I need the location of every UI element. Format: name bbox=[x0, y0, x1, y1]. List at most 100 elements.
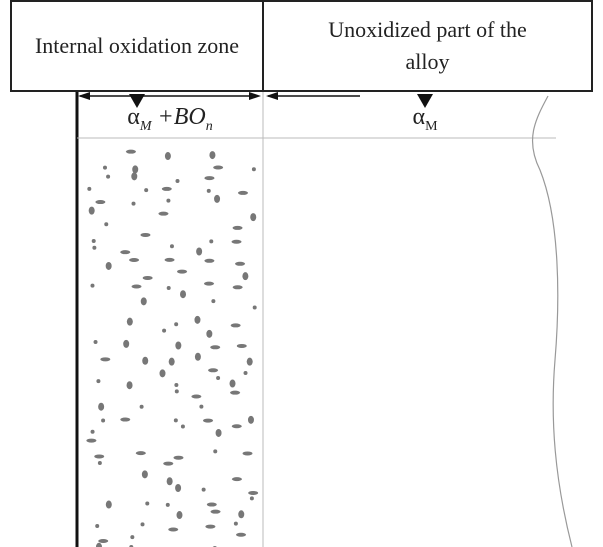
precipitate bbox=[129, 544, 134, 547]
precipitate bbox=[131, 201, 136, 206]
precipitate bbox=[98, 538, 109, 543]
precipitate bbox=[92, 245, 97, 250]
precipitate bbox=[180, 424, 185, 429]
precipitate bbox=[204, 258, 215, 263]
precipitate bbox=[168, 357, 175, 366]
precipitate bbox=[174, 389, 179, 394]
symbol: α bbox=[412, 104, 426, 130]
precipitate bbox=[252, 305, 257, 310]
precipitate bbox=[235, 261, 246, 266]
precipitate bbox=[173, 455, 184, 460]
arrow-head bbox=[249, 92, 261, 100]
precipitate bbox=[214, 194, 221, 203]
precipitate bbox=[231, 239, 242, 244]
precipitate bbox=[166, 198, 171, 203]
precipitate bbox=[164, 257, 175, 262]
precipitate bbox=[242, 451, 253, 456]
precipitate bbox=[196, 247, 203, 256]
precipitate bbox=[243, 370, 248, 375]
precipitate bbox=[203, 418, 214, 423]
precipitate bbox=[194, 352, 201, 361]
precipitate bbox=[194, 315, 201, 324]
precipitate bbox=[100, 357, 111, 362]
precipitate bbox=[141, 470, 148, 479]
precipitate bbox=[175, 341, 182, 350]
precipitate bbox=[90, 429, 95, 434]
precipitate bbox=[169, 244, 174, 249]
precipitate bbox=[97, 460, 102, 465]
precipitate bbox=[204, 176, 215, 181]
precipitate bbox=[93, 340, 98, 345]
arrow-head bbox=[78, 92, 90, 100]
precipitate bbox=[175, 483, 182, 492]
precipitate bbox=[95, 523, 100, 528]
precipitate bbox=[104, 222, 109, 227]
precipitate bbox=[140, 522, 145, 527]
precipitate bbox=[164, 152, 171, 161]
precipitate bbox=[163, 461, 174, 466]
precipitate bbox=[173, 418, 178, 423]
precipitate bbox=[215, 428, 222, 437]
precipitate bbox=[106, 174, 111, 179]
precipitate bbox=[145, 501, 150, 506]
arrow-head bbox=[266, 92, 278, 100]
precipitate bbox=[177, 269, 188, 274]
precipitate bbox=[206, 502, 217, 507]
pointer bbox=[129, 94, 145, 108]
precipitate bbox=[125, 149, 136, 154]
precipitate bbox=[120, 417, 131, 422]
precipitate bbox=[105, 261, 112, 270]
symbol: BO bbox=[173, 104, 206, 130]
subscript: M bbox=[425, 118, 438, 134]
symbol: α bbox=[127, 104, 140, 130]
precipitate bbox=[135, 451, 146, 456]
phase-label: αM +BOn bbox=[77, 104, 263, 135]
precipitate bbox=[213, 449, 218, 454]
precipitate bbox=[139, 404, 144, 409]
precipitate bbox=[131, 172, 138, 181]
precipitate bbox=[191, 394, 202, 399]
precipitate bbox=[211, 299, 216, 304]
precipitate bbox=[174, 322, 179, 327]
precipitate bbox=[232, 285, 243, 290]
zone-title: Unoxidized part of the alloy bbox=[262, 0, 593, 92]
precipitate bbox=[101, 418, 106, 423]
precipitate bbox=[90, 283, 95, 288]
precipitate bbox=[251, 167, 256, 172]
precipitate bbox=[126, 317, 133, 326]
precipitate bbox=[131, 284, 142, 289]
precipitate bbox=[159, 369, 166, 378]
precipitate bbox=[213, 165, 224, 170]
precipitate bbox=[199, 404, 204, 409]
precipitate bbox=[162, 328, 167, 333]
precipitate bbox=[229, 379, 236, 388]
precipitate bbox=[209, 239, 214, 244]
subscript: M bbox=[139, 118, 152, 134]
precipitate bbox=[175, 179, 180, 184]
precipitate bbox=[95, 200, 106, 205]
precipitate bbox=[95, 542, 102, 547]
precipitate bbox=[233, 521, 238, 526]
precipitate bbox=[87, 186, 92, 191]
precipitate bbox=[230, 323, 241, 328]
precipitate bbox=[102, 165, 107, 170]
precipitate bbox=[236, 532, 247, 537]
precipitate bbox=[98, 402, 105, 411]
precipitate bbox=[174, 383, 179, 388]
precipitate bbox=[130, 535, 135, 540]
precipitate bbox=[129, 257, 140, 262]
precipitate bbox=[140, 297, 147, 306]
precipitates bbox=[86, 149, 259, 547]
subscript: n bbox=[205, 118, 213, 134]
pointer bbox=[417, 94, 433, 108]
precipitate bbox=[230, 390, 241, 395]
precipitate bbox=[242, 272, 249, 281]
precipitate bbox=[237, 190, 248, 195]
precipitate bbox=[206, 188, 211, 193]
precipitate bbox=[180, 290, 187, 299]
precipitate bbox=[96, 379, 101, 384]
precipitate bbox=[210, 509, 221, 514]
precipitate bbox=[166, 286, 171, 291]
